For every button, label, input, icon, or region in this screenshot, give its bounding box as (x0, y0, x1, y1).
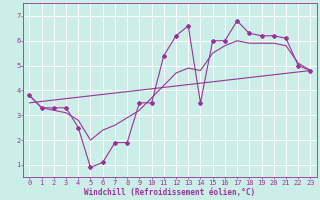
X-axis label: Windchill (Refroidissement éolien,°C): Windchill (Refroidissement éolien,°C) (84, 188, 255, 197)
